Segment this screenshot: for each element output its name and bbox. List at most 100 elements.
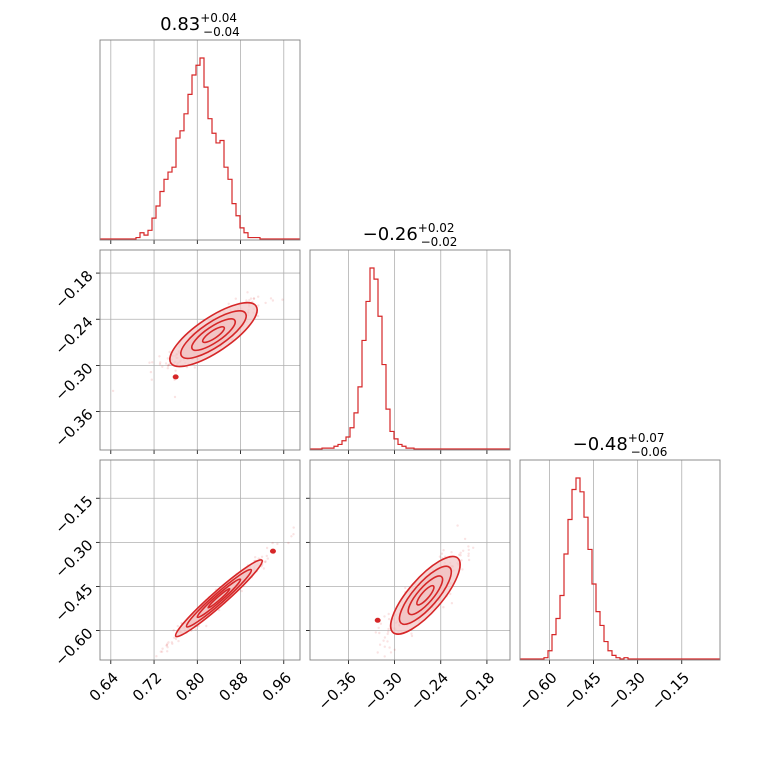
sample-point xyxy=(378,643,382,646)
sample-point xyxy=(387,612,390,616)
sample-point xyxy=(382,639,385,642)
contour-island xyxy=(269,548,276,554)
sample-point xyxy=(252,297,256,300)
sample-point xyxy=(168,363,171,366)
sample-point xyxy=(264,301,267,305)
x-tick-label: −0.24 xyxy=(407,669,452,714)
sample-point xyxy=(161,365,164,368)
sample-point xyxy=(166,357,169,360)
x-tick-label: 0.80 xyxy=(172,669,208,705)
sample-point xyxy=(254,556,257,559)
sample-point xyxy=(472,546,475,549)
y-tick-label: −0.30 xyxy=(51,536,96,581)
sample-point xyxy=(158,363,162,366)
sample-point xyxy=(458,553,461,556)
posterior-title: −0.26+0.02 −0.02 xyxy=(363,221,458,249)
sample-point xyxy=(159,361,162,364)
sample-point xyxy=(155,655,158,658)
sample-point xyxy=(165,643,169,647)
y-tick-label: −0.45 xyxy=(51,580,96,625)
sample-point xyxy=(205,624,208,628)
sample-point xyxy=(264,560,267,563)
y-tick-label: −0.24 xyxy=(51,313,96,358)
sample-point xyxy=(166,650,169,653)
sample-point xyxy=(462,549,465,552)
x-tick-label: −0.30 xyxy=(361,669,406,714)
y-tick-label: −0.60 xyxy=(51,624,96,669)
panel-2-2: −0.26+0.02 −0.02 xyxy=(309,221,511,454)
contour-1-5sigma xyxy=(398,565,453,626)
sample-point xyxy=(290,535,293,538)
x-tick-label: 0.88 xyxy=(216,669,252,705)
sample-point xyxy=(386,640,389,643)
sample-point xyxy=(148,361,151,364)
sample-point xyxy=(271,541,274,545)
sample-point xyxy=(387,617,391,621)
sample-point xyxy=(257,557,260,560)
sample-point xyxy=(378,631,381,635)
x-tick-label: 0.72 xyxy=(129,669,165,705)
posterior-title: 0.83+0.04 −0.04 xyxy=(160,11,240,39)
x-tick-label: 0.96 xyxy=(259,669,295,705)
x-tick-label: 0.64 xyxy=(86,669,122,705)
panel-3-3: −0.48+0.07 −0.06 xyxy=(519,431,721,664)
sample-point xyxy=(456,524,459,527)
contour-1sigma xyxy=(190,318,237,352)
sample-point xyxy=(389,651,393,654)
sample-point xyxy=(149,370,153,374)
sample-point xyxy=(167,363,170,367)
sample-point xyxy=(461,568,464,571)
sample-point xyxy=(168,350,171,354)
panel-2-1 xyxy=(96,249,301,454)
x-tick-label: −0.18 xyxy=(453,669,498,714)
sample-point xyxy=(171,642,174,645)
x-tick-label: −0.36 xyxy=(315,669,360,714)
panel-frame xyxy=(99,39,301,241)
x-tick-label: −0.45 xyxy=(560,669,605,714)
sample-point xyxy=(174,369,177,372)
contour-group xyxy=(174,559,264,638)
sample-point xyxy=(194,628,197,631)
contour-1sigma xyxy=(407,575,444,616)
x-tick-label: −0.30 xyxy=(604,669,649,714)
contour-1-5sigma xyxy=(180,310,247,360)
sample-point xyxy=(287,541,290,545)
sample-point xyxy=(240,589,243,593)
y-tick-label: −0.30 xyxy=(51,359,96,404)
sample-point xyxy=(234,297,237,300)
sample-point xyxy=(467,554,470,558)
sample-point xyxy=(172,629,175,632)
sample-point xyxy=(376,651,379,654)
sample-point xyxy=(265,554,268,558)
sample-point xyxy=(245,299,248,302)
sample-point xyxy=(374,631,377,634)
sample-point xyxy=(463,537,467,541)
sample-point xyxy=(165,644,168,647)
sample-point xyxy=(379,622,383,625)
sample-point xyxy=(164,362,168,365)
contour-0-5sigma xyxy=(207,587,231,609)
sample-point xyxy=(467,545,470,548)
panel-3-1 xyxy=(96,459,301,664)
sample-point xyxy=(166,367,169,370)
y-tick-label: −0.36 xyxy=(51,405,96,450)
sample-point xyxy=(442,549,445,552)
panel-frame xyxy=(309,459,511,661)
sample-point xyxy=(193,366,196,369)
sample-point xyxy=(256,314,260,318)
x-tick-label: −0.15 xyxy=(648,669,693,714)
sample-point xyxy=(410,634,414,638)
sample-point xyxy=(292,526,295,529)
sample-point xyxy=(460,559,463,562)
sample-point xyxy=(173,636,176,639)
sample-point xyxy=(442,606,445,609)
panel-1-1: 0.83+0.04 −0.04 xyxy=(99,11,301,244)
sample-point xyxy=(271,299,275,302)
sample-point xyxy=(386,632,389,636)
sample-point xyxy=(150,378,153,381)
sample-point xyxy=(410,632,413,635)
sample-point xyxy=(252,297,256,300)
sample-point xyxy=(276,542,279,546)
sample-point xyxy=(262,567,265,570)
